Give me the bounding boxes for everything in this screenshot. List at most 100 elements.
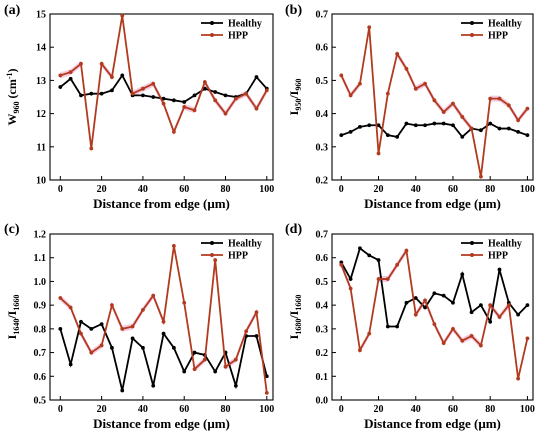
data-point-hpp [223,364,228,369]
y-tick-label: 15 [36,10,46,21]
plot-frame [331,233,534,401]
data-point-healthy [120,73,125,78]
data-point-healthy [348,129,353,134]
y-tick-label: 0.2 [316,176,329,187]
data-point-hpp [213,258,218,262]
data-point-healthy [79,319,83,324]
data-point-hpp [233,357,238,362]
data-point-hpp [254,310,259,315]
y-tick-label: 0.6 [316,43,329,54]
data-point-healthy [441,121,446,126]
y-axis-label: W960 (cm-1) [5,69,21,126]
legend-label-hpp: HPP [228,31,248,42]
data-point-healthy [404,121,409,126]
x-tick-label: 0 [339,184,344,195]
data-point-healthy [161,331,166,336]
data-point-hpp [213,98,218,103]
y-axis-label: I1640/I1660 [5,295,21,340]
y-axis-label-part: /I [5,310,19,319]
legend-marker-healthy [470,241,474,245]
y-axis-label-part: 1680 [294,319,303,335]
data-point-healthy [488,319,493,324]
y-tick-label: 0.7 [34,348,47,359]
x-tick-label: 60 [179,404,189,415]
data-point-healthy [432,121,437,126]
data-point-hpp [120,326,125,331]
x-tick-label: 80 [485,184,495,195]
x-tick-label: 20 [97,184,107,195]
y-axis-label-part: 1660 [294,295,303,311]
x-tick-label: 0 [58,404,63,415]
y-tick-label: 13 [36,76,46,87]
data-point-hpp [404,66,409,71]
data-point-healthy [376,123,381,128]
legend-marker-hpp [470,33,474,37]
data-point-healthy [423,305,427,310]
data-point-hpp [385,91,390,96]
data-point-hpp [497,315,502,319]
y-tick-label: 12 [36,109,46,120]
data-point-healthy [358,124,362,129]
data-point-hpp [130,91,135,96]
y-tick-label: 0.5 [34,396,47,407]
legend-label-healthy: Healthy [488,19,522,30]
data-point-healthy [68,362,73,367]
data-point-healthy [141,93,145,98]
data-point-healthy [451,300,455,305]
data-point-healthy [171,345,176,350]
data-point-hpp [460,115,465,119]
data-point-hpp [339,73,344,78]
panel-label: (c) [4,222,20,237]
data-point-hpp [441,341,446,345]
data-point-healthy [460,134,465,139]
data-point-healthy [233,383,238,388]
y-tick-label: 11 [37,142,46,153]
x-tick-label: 20 [374,184,384,195]
data-point-hpp [223,111,228,116]
legend-marker-healthy [210,241,214,245]
y-tick-label: 1.2 [34,230,47,241]
y-tick-label: 0.3 [316,324,329,335]
data-point-healthy [423,123,427,128]
data-point-hpp [451,326,455,331]
x-axis-label: Distance from edge (μm) [364,196,501,211]
data-point-hpp [376,277,381,281]
y-tick-label: 14 [36,43,46,54]
data-point-hpp [151,81,156,86]
data-point-hpp [110,303,114,308]
data-point-hpp [469,334,474,338]
data-point-healthy [68,76,73,81]
x-tick-label: 40 [411,184,421,195]
legend-marker-hpp [210,33,214,37]
legend-label-hpp: HPP [228,251,248,262]
data-point-hpp [130,324,135,329]
data-point-hpp [423,298,427,303]
data-point-healthy [110,88,114,93]
chart-panel-2: (b) 0 20 40 60 80 100 0.2 0.3 0.4 0.5 0.6 0.7 Distanc… [285,3,535,211]
y-tick-label: 0.7 [316,10,329,21]
data-point-hpp [192,367,197,372]
data-point-hpp [141,86,145,91]
y-axis-label: I950/I960 [287,79,303,116]
x-tick-label: 80 [485,404,495,415]
y-tick-label: 0.1 [316,372,329,383]
x-axis-label: Distance from edge (μm) [364,416,501,431]
data-point-healthy [202,86,207,91]
data-point-healthy [451,123,455,128]
data-point-healthy [161,96,166,101]
y-axis-label: I1680/I1660 [287,295,303,340]
y-axis-label-part: 950 [294,99,303,111]
data-point-hpp [423,81,427,86]
data-point-hpp [110,75,114,79]
data-point-hpp [182,300,187,305]
legend-label-hpp: HPP [488,251,508,262]
data-point-hpp [488,303,493,308]
data-point-healthy [385,133,390,138]
y-axis-label-part: W [5,114,19,126]
data-point-healthy [376,258,381,262]
data-point-hpp [171,243,176,248]
data-point-healthy [120,388,125,393]
series-line-hpp [59,245,268,394]
data-point-healthy [58,326,63,331]
data-point-hpp [202,80,207,84]
